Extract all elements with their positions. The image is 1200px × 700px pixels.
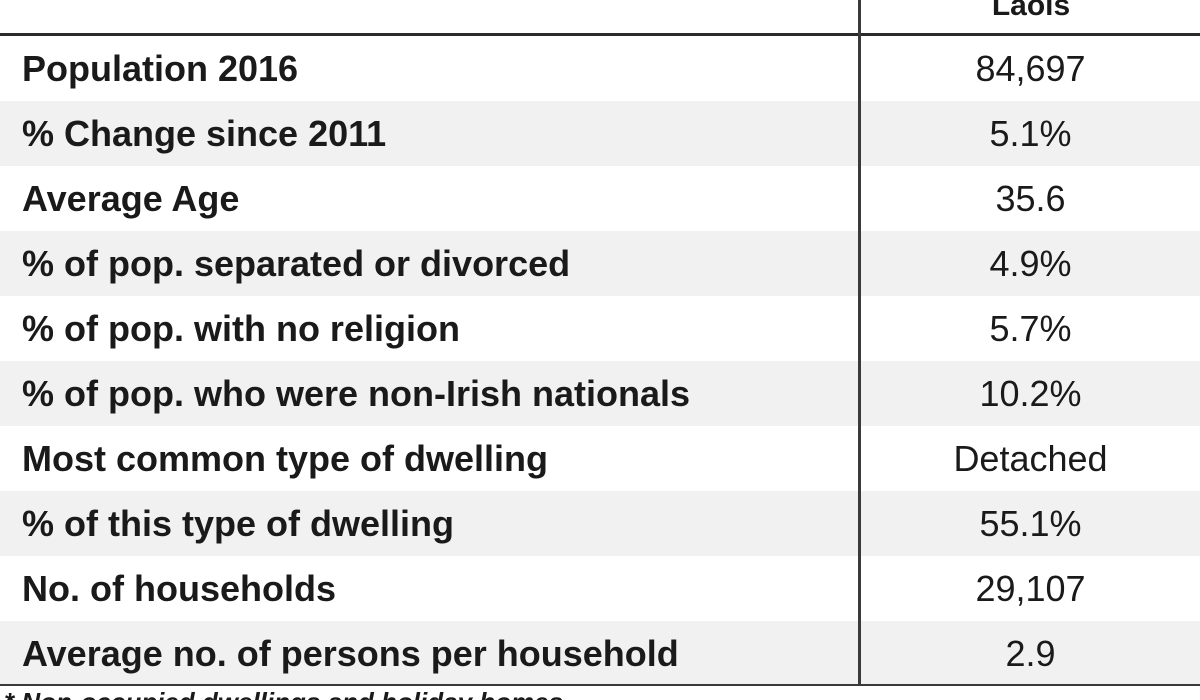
table-row: Most common type of dwelling Detached bbox=[0, 426, 1200, 491]
row-label: No. of households bbox=[22, 568, 336, 609]
table-row: Average no. of persons per household 2.9 bbox=[0, 621, 1200, 686]
row-label: Average no. of persons per household bbox=[22, 633, 679, 674]
row-value: 55.1% bbox=[979, 503, 1082, 544]
table-row: No. of households 29,107 bbox=[0, 556, 1200, 621]
column-divider bbox=[858, 0, 861, 686]
row-value: 10.2% bbox=[979, 373, 1082, 414]
row-value: 29,107 bbox=[975, 568, 1086, 609]
row-label: % Change since 2011 bbox=[22, 113, 387, 154]
row-label: % of pop. who were non-Irish nationals bbox=[22, 373, 691, 414]
row-value: 4.9% bbox=[989, 243, 1072, 284]
table-row: Population 2016 84,697 bbox=[0, 36, 1200, 101]
table-row: % Change since 2011 5.1% bbox=[0, 101, 1200, 166]
row-value: 2.9 bbox=[1005, 633, 1056, 674]
table-bottom-rule bbox=[0, 684, 1200, 686]
row-label: % of this type of dwelling bbox=[22, 503, 454, 544]
row-label: Population 2016 bbox=[22, 48, 299, 89]
row-label: Average Age bbox=[22, 178, 240, 219]
footnote: * Non-occupied dwellings and holiday hom… bbox=[4, 686, 1194, 700]
table-row: % of pop. who were non-Irish nationals 1… bbox=[0, 361, 1200, 426]
table-row: % of pop. with no religion 5.7% bbox=[0, 296, 1200, 361]
table-row: Average Age 35.6 bbox=[0, 166, 1200, 231]
column-header-county: Laois bbox=[991, 0, 1071, 22]
table-header-row: Laois bbox=[0, 0, 1200, 33]
row-value: 35.6 bbox=[995, 178, 1066, 219]
table-row: % of pop. separated or divorced 4.9% bbox=[0, 231, 1200, 296]
table-row: % of this type of dwelling 55.1% bbox=[0, 491, 1200, 556]
footnote-text: * Non-occupied dwellings and holiday hom… bbox=[4, 688, 563, 700]
row-value: Detached bbox=[953, 438, 1108, 479]
row-label: % of pop. with no religion bbox=[22, 308, 460, 349]
header-divider bbox=[0, 33, 1200, 36]
row-value: 5.1% bbox=[989, 113, 1072, 154]
row-value: 5.7% bbox=[989, 308, 1072, 349]
row-label: Most common type of dwelling bbox=[22, 438, 549, 479]
table-body: Population 2016 84,697 % Change since 20… bbox=[0, 36, 1200, 686]
row-label: % of pop. separated or divorced bbox=[22, 243, 571, 284]
row-value: 84,697 bbox=[975, 48, 1086, 89]
